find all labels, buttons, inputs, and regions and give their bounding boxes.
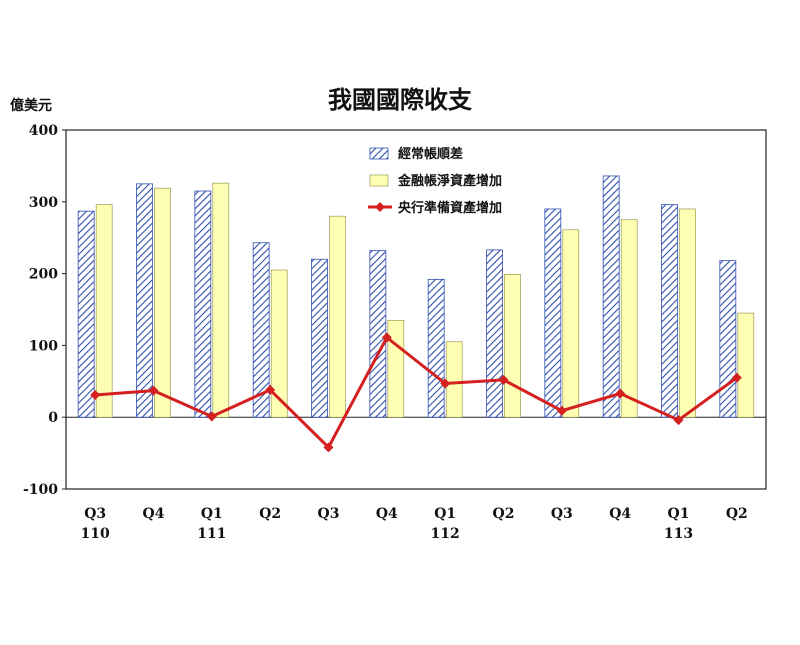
x-year-label: 112 [431, 526, 460, 542]
bar-current-account [369, 250, 387, 418]
line-point [440, 378, 451, 389]
line-point [323, 442, 334, 453]
bar-financial-account [445, 341, 463, 418]
chart-title: 我國國際收支 [328, 85, 473, 114]
bar-financial-account [679, 208, 696, 418]
bar-current-account [136, 183, 153, 418]
legend-label: 經常帳順差 [398, 146, 463, 162]
bar-current-account [77, 210, 95, 418]
x-tick-label: Q3 [318, 506, 340, 522]
bar-financial-account [387, 319, 405, 418]
line-point [381, 332, 392, 343]
bar-financial-account [154, 187, 171, 418]
x-tick-label: Q1 [201, 506, 223, 522]
plot-area [65, 129, 767, 490]
x-tick-label: Q4 [376, 506, 398, 522]
legend-label: 金融帳淨資產增加 [397, 173, 502, 189]
x-year-label: 113 [664, 526, 693, 542]
x-tick-label: Q2 [493, 506, 515, 522]
bar-financial-account [212, 182, 230, 418]
line-point [148, 385, 159, 396]
bar-current-account [486, 249, 503, 418]
bar-current-account [194, 190, 212, 418]
x-tick-label: Q2 [726, 506, 748, 522]
y-tick-label: 0 [48, 410, 58, 426]
line-point [731, 372, 742, 383]
bar-financial-account [329, 215, 346, 418]
bar-current-account [602, 175, 620, 418]
x-tick-label: Q1 [434, 506, 456, 522]
x-tick-label: Q3 [84, 506, 106, 522]
x-tick-label: Q4 [143, 506, 165, 522]
y-tick-label: 300 [29, 195, 58, 211]
y-axis-unit: 億美元 [10, 97, 52, 114]
bar-current-account [544, 208, 562, 418]
legend-label: 央行準備資產增加 [398, 200, 502, 216]
x-tick-label: Q2 [259, 506, 281, 522]
bar-financial-account [562, 229, 580, 418]
legend-swatch-financial-account [369, 174, 389, 187]
bar-financial-account [270, 269, 288, 418]
x-tick-label: Q1 [668, 506, 690, 522]
y-tick-label: 400 [29, 123, 58, 139]
legend-swatch-current-account [369, 147, 389, 160]
line-point [615, 388, 626, 399]
line-point [90, 389, 101, 400]
bar-current-account [719, 260, 737, 418]
line-point [673, 415, 684, 426]
line-point [556, 405, 567, 416]
bar-financial-account [504, 274, 521, 418]
y-tick-label: -100 [23, 482, 58, 498]
bar-financial-account [95, 204, 113, 418]
x-tick-label: Q4 [609, 506, 631, 522]
bar-financial-account [737, 312, 755, 418]
bar-current-account [661, 204, 678, 418]
y-tick-label: 200 [29, 267, 58, 283]
bar-financial-account [620, 219, 638, 418]
bar-current-account [427, 278, 445, 418]
x-year-label: 110 [81, 526, 110, 542]
bar-current-account [311, 258, 328, 418]
y-tick-label: 100 [29, 338, 58, 354]
x-year-label: 111 [197, 526, 226, 542]
legend-swatch-reserve-marker [375, 202, 385, 212]
line-point [206, 411, 217, 422]
line-reserve-assets [95, 335, 738, 450]
x-tick-label: Q3 [551, 506, 573, 522]
line-point [265, 384, 276, 395]
bar-current-account [252, 242, 270, 418]
line-point [498, 374, 509, 385]
